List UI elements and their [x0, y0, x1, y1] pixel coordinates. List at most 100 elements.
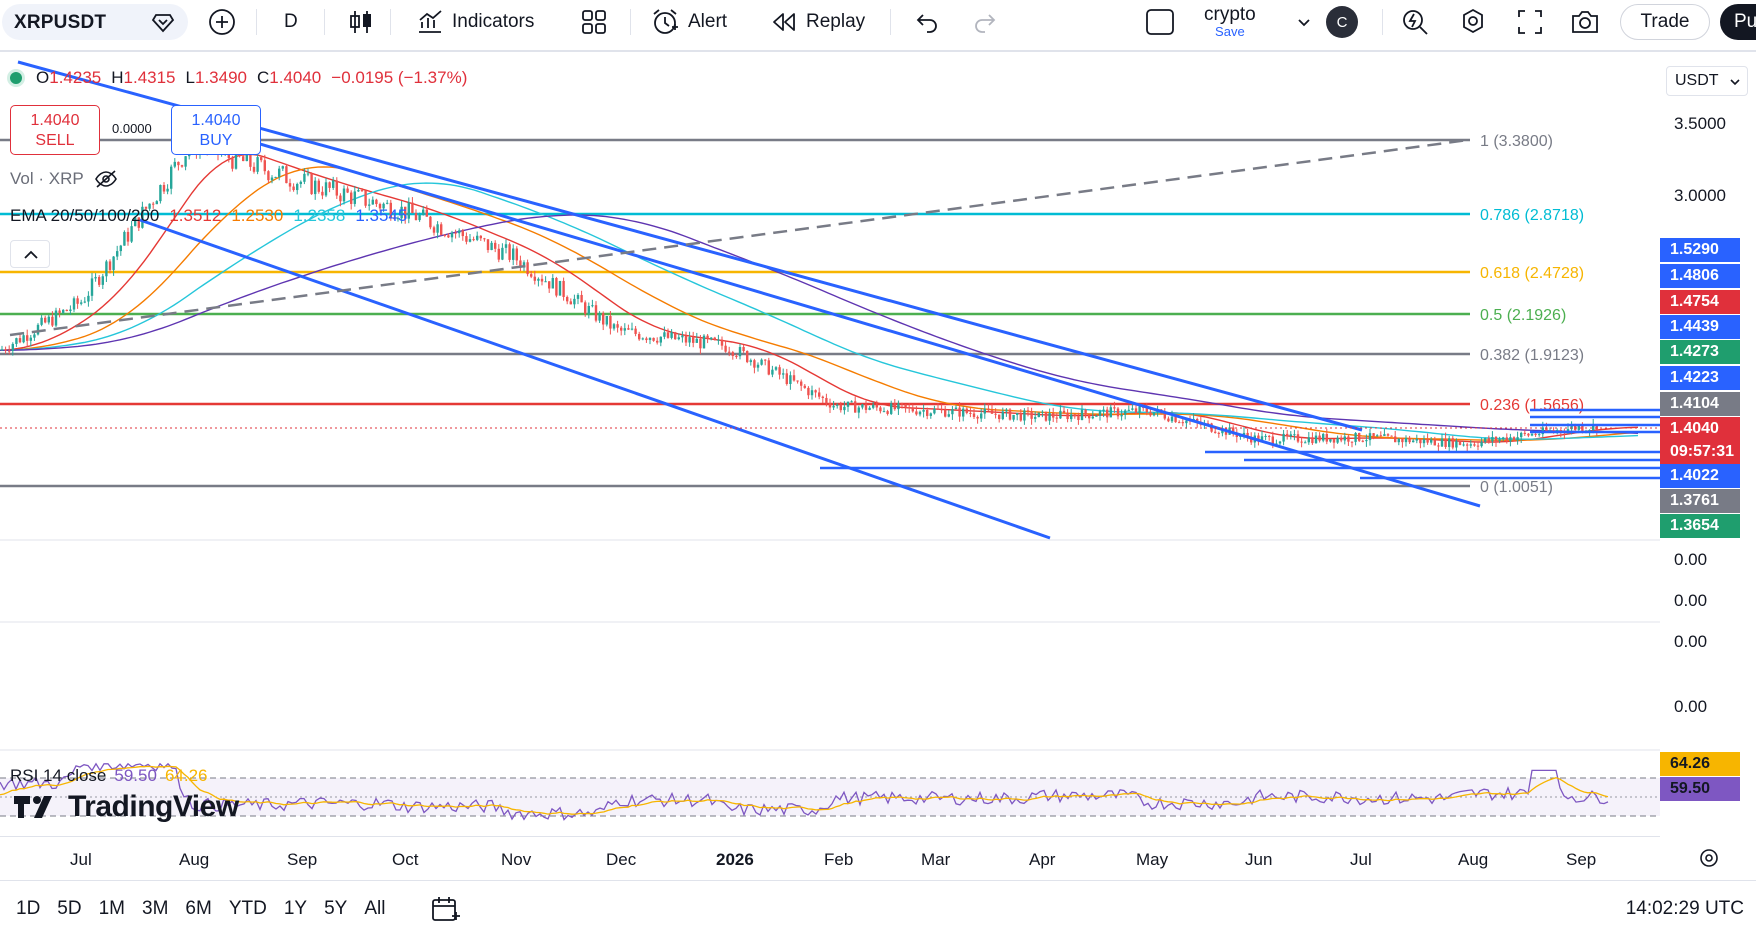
quick-search-button[interactable] [1400, 0, 1430, 44]
candle-body [306, 173, 310, 175]
candle-body [1149, 412, 1152, 416]
candle-body [627, 328, 630, 330]
candle-body [738, 347, 742, 357]
layouts-button[interactable] [580, 0, 608, 44]
compare-button[interactable] [208, 0, 236, 44]
price-tick: 3.0000 [1674, 186, 1726, 205]
candle-body [1372, 433, 1375, 437]
candle-body [940, 409, 943, 411]
candle-body [562, 280, 565, 297]
ema-legend[interactable]: EMA 20/50/100/200 1.3512 1.2530 1.2358 1… [10, 206, 407, 226]
trade-button[interactable]: Trade [1620, 4, 1710, 40]
indicators-button[interactable]: Indicators [416, 0, 534, 44]
buy-button[interactable]: 1.4040 BUY [171, 105, 261, 155]
candle-body [1458, 441, 1462, 445]
candle-body [537, 278, 540, 281]
time-tick: Dec [606, 850, 637, 869]
candle-body [1401, 438, 1404, 443]
interval-button[interactable]: D [284, 0, 298, 44]
candle-body [893, 403, 896, 410]
rsi-legend[interactable]: RSI 14 close 59.50 64.26 [10, 766, 207, 786]
publish-button[interactable]: Pu [1720, 4, 1756, 40]
eye-off-icon[interactable] [94, 169, 118, 189]
candle-body [90, 278, 94, 296]
range-button[interactable]: 6M [185, 898, 212, 919]
candle-body [929, 413, 932, 416]
channel-lower-line[interactable] [139, 218, 1051, 540]
candle-body [1030, 411, 1033, 419]
calendar-icon[interactable] [430, 894, 460, 924]
candle-body [760, 359, 763, 365]
candle-body [350, 192, 353, 204]
candle-body [1131, 408, 1134, 410]
candle-body [134, 217, 137, 227]
range-button[interactable]: All [364, 898, 386, 919]
range-button[interactable]: 1D [16, 898, 41, 919]
volume-legend[interactable]: Vol · XRP [10, 169, 118, 189]
range-button[interactable]: 1M [98, 898, 125, 919]
candle-body [800, 381, 803, 386]
candle-body [1350, 441, 1354, 443]
candle-body [1408, 437, 1411, 443]
utc-clock[interactable]: 14:02:29 UTC [1625, 898, 1744, 919]
axis-settings-icon[interactable] [1698, 847, 1720, 869]
collapse-legend-button[interactable] [10, 240, 50, 268]
snapshot-button[interactable] [1570, 0, 1600, 44]
layout-name-button[interactable]: crypto Save [1204, 0, 1256, 44]
redo-button[interactable] [972, 0, 998, 44]
candle-body [278, 168, 281, 177]
drawings[interactable] [0, 60, 1660, 540]
range-button[interactable]: 5D [57, 898, 82, 919]
symbol-name[interactable]: XRPUSDT [14, 12, 107, 33]
candle-body [818, 392, 821, 397]
chart-type-button[interactable] [348, 0, 374, 44]
candle-body [890, 403, 893, 414]
symbol-search-icon[interactable] [150, 10, 176, 34]
range-button[interactable]: YTD [228, 898, 267, 919]
candle-body [1523, 432, 1526, 434]
candle-body [1066, 412, 1069, 420]
candle-body [1059, 410, 1062, 419]
undo-button[interactable] [914, 0, 940, 44]
fib-retracement[interactable]: 1 (3.3800) 0.786 (2.8718) 0.618 (2.4728) 0.… [0, 133, 1584, 496]
time-tick: Nov [501, 850, 532, 869]
ema50-value: 1.2530 [231, 206, 284, 225]
layout-dropdown[interactable] [1296, 0, 1312, 44]
candle-body [785, 373, 788, 384]
currency-select[interactable]: USDT [1666, 66, 1748, 96]
range-button[interactable]: 1Y [283, 898, 308, 919]
settings-button[interactable] [1458, 0, 1488, 44]
candle-body [695, 338, 698, 343]
alert-button[interactable]: Alert [650, 0, 727, 44]
candle-body [332, 180, 335, 188]
tradingview-logo-text: TradingView [68, 790, 239, 823]
symbol-search-box[interactable]: XRPUSDT [2, 4, 188, 40]
replay-button[interactable]: Replay [770, 0, 865, 44]
candle-body [994, 413, 997, 415]
channel-upper-line-2[interactable] [239, 136, 1481, 508]
candle-body [1494, 437, 1498, 441]
fullscreen-button[interactable] [1516, 0, 1544, 44]
candle-body [1340, 437, 1343, 441]
candle-body [594, 305, 598, 321]
candle-body [1196, 418, 1199, 422]
candles-icon [350, 11, 371, 33]
range-button[interactable]: 5Y [324, 898, 348, 919]
candle-body [288, 183, 292, 187]
candle-body [1444, 438, 1447, 447]
support-trend-line[interactable] [9, 138, 1469, 337]
sell-button[interactable]: 1.4040 SELL [10, 105, 100, 155]
candle-body [1145, 407, 1148, 413]
tradingview-logo[interactable]: TradingView [14, 790, 239, 824]
candle-body [900, 403, 904, 405]
candle-body [1268, 435, 1271, 437]
gear-icon [1463, 8, 1483, 34]
range-button[interactable]: 3M [142, 898, 169, 919]
user-avatar[interactable]: C [1326, 0, 1358, 44]
candle-body [15, 338, 18, 344]
layout-checkbox[interactable] [1145, 0, 1175, 44]
candle-body [404, 206, 407, 219]
candle-body [947, 414, 950, 417]
candle-body [522, 262, 526, 268]
